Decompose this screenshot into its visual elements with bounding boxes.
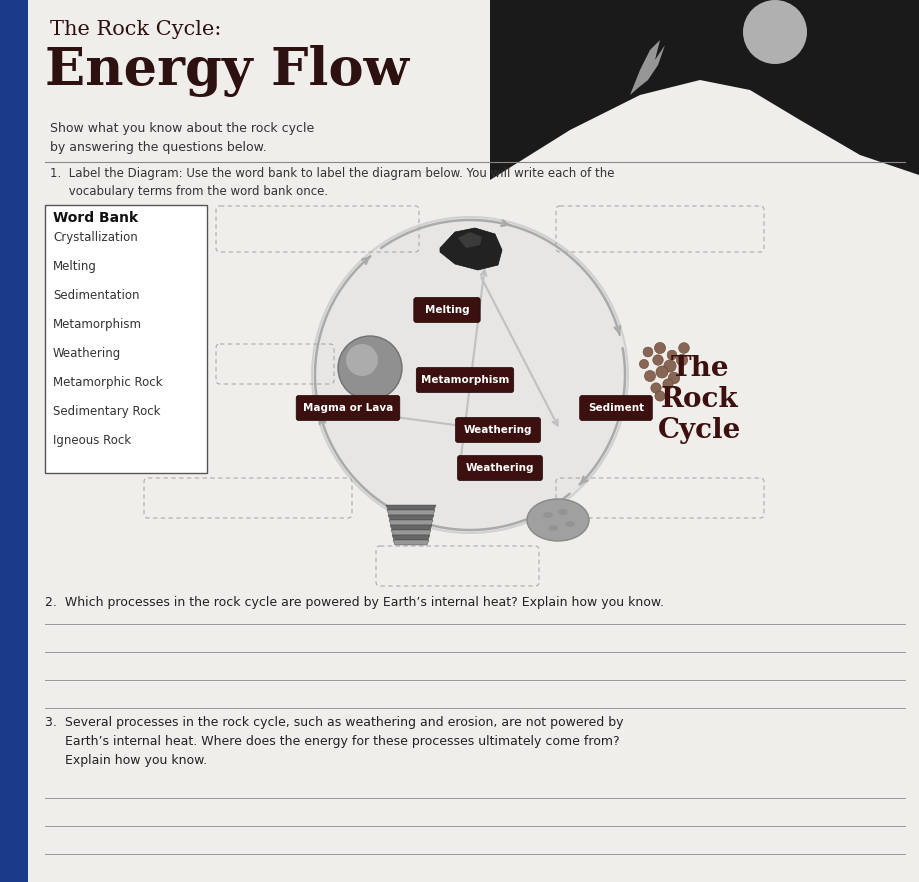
Text: Metamorphic Rock: Metamorphic Rock [53,376,163,389]
Text: 1.  Label the Diagram: Use the word bank to label the diagram below. You will wr: 1. Label the Diagram: Use the word bank … [50,167,615,198]
Polygon shape [458,232,482,248]
Text: Magma or Lava: Magma or Lava [303,403,393,413]
Text: Melting: Melting [425,305,470,315]
Text: The Rock Cycle:: The Rock Cycle: [50,20,221,39]
Circle shape [645,371,655,381]
Circle shape [346,344,378,376]
Circle shape [666,349,678,361]
Text: Metamorphism: Metamorphism [53,318,142,331]
Polygon shape [490,0,919,180]
Circle shape [640,359,649,369]
Ellipse shape [527,499,589,541]
Text: Igneous Rock: Igneous Rock [53,434,131,447]
Polygon shape [0,0,28,882]
Text: Melting: Melting [53,260,96,273]
Text: Word Bank: Word Bank [53,211,138,225]
Circle shape [654,391,665,401]
Text: Crystallization: Crystallization [53,231,138,244]
Circle shape [653,355,663,365]
FancyBboxPatch shape [580,395,652,421]
Circle shape [655,366,668,378]
Circle shape [663,378,674,389]
Text: Weathering: Weathering [464,425,532,435]
Ellipse shape [565,521,575,527]
Polygon shape [393,540,429,545]
Text: 2.  Which processes in the rock cycle are powered by Earth’s internal heat? Expl: 2. Which processes in the rock cycle are… [45,596,664,609]
Polygon shape [392,535,430,540]
Polygon shape [386,505,436,510]
Circle shape [664,360,675,371]
Circle shape [312,217,628,533]
Text: Sedimentation: Sedimentation [53,289,140,302]
Polygon shape [387,510,435,515]
Polygon shape [389,520,433,525]
Polygon shape [390,525,432,530]
FancyBboxPatch shape [296,395,400,421]
Circle shape [654,342,665,354]
Text: Sediment: Sediment [588,403,644,413]
Text: Weathering: Weathering [53,347,121,360]
Ellipse shape [558,509,568,515]
Circle shape [678,342,689,354]
FancyBboxPatch shape [458,455,542,481]
Circle shape [669,373,679,383]
Circle shape [677,355,686,364]
Polygon shape [630,40,665,95]
Circle shape [338,336,402,400]
Text: Show what you know about the rock cycle
by answering the questions below.: Show what you know about the rock cycle … [50,122,314,154]
Polygon shape [388,515,434,520]
Text: Sedimentary Rock: Sedimentary Rock [53,405,161,418]
Circle shape [743,0,807,64]
FancyBboxPatch shape [414,297,481,323]
Polygon shape [440,228,502,270]
Ellipse shape [543,512,553,518]
FancyBboxPatch shape [416,368,514,392]
Text: Metamorphism: Metamorphism [421,375,509,385]
Text: 3.  Several processes in the rock cycle, such as weathering and erosion, are not: 3. Several processes in the rock cycle, … [45,716,623,767]
Ellipse shape [548,525,558,531]
Text: The
Rock
Cycle: The Rock Cycle [658,355,742,445]
FancyBboxPatch shape [45,205,207,473]
Polygon shape [391,530,431,535]
FancyBboxPatch shape [22,0,919,882]
Text: Energy Flow: Energy Flow [45,45,409,97]
Text: Weathering: Weathering [466,463,534,473]
Circle shape [651,383,661,393]
FancyBboxPatch shape [456,417,540,443]
Circle shape [642,347,653,357]
